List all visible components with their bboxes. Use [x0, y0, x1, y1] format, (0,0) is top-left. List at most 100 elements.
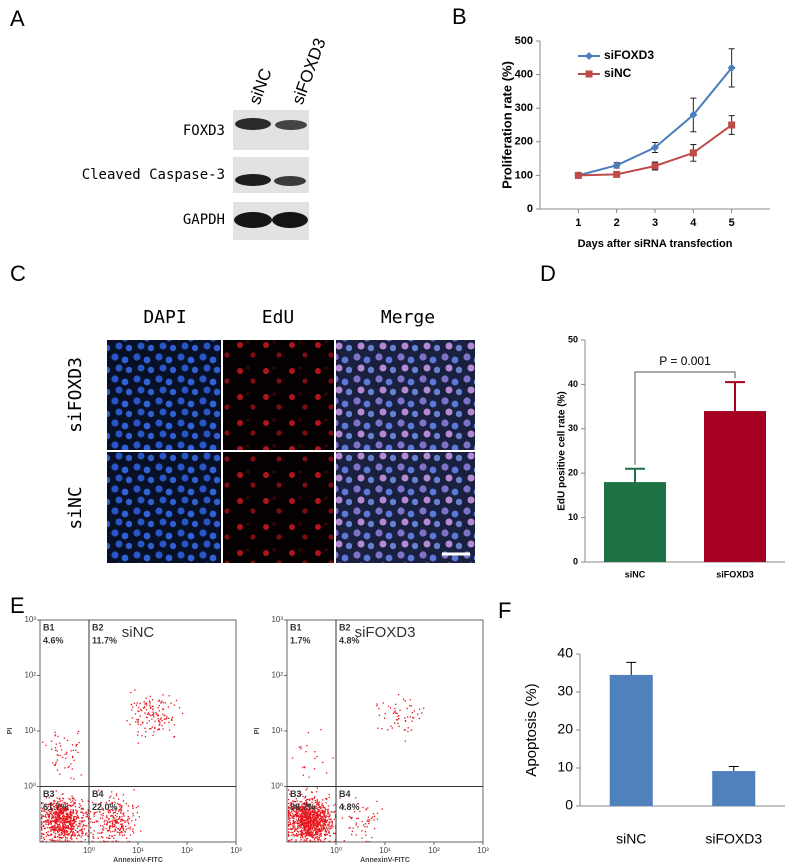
x-tick-label: 10³: [477, 846, 489, 855]
event-dot: [70, 763, 72, 765]
event-dot: [305, 838, 307, 840]
event-dot: [313, 821, 316, 823]
event-dot: [290, 803, 293, 805]
event-dot: [80, 811, 82, 813]
event-dot: [78, 822, 80, 825]
event-dot: [62, 818, 64, 820]
event-dot: [395, 719, 398, 721]
event-dot: [65, 806, 67, 808]
event-dot: [47, 805, 50, 808]
event-dot: [309, 821, 312, 824]
marker: [612, 161, 621, 170]
event-dot: [85, 815, 87, 818]
event-dot: [291, 807, 294, 809]
event-dot: [115, 794, 118, 797]
event-dot: [311, 828, 314, 830]
event-dot: [77, 835, 79, 837]
event-dot: [111, 802, 113, 805]
event-cloud: [40, 689, 184, 843]
event-dot: [305, 821, 308, 824]
event-dot: [293, 825, 296, 827]
event-dot: [139, 702, 141, 705]
event-dot: [298, 808, 300, 811]
event-dot: [51, 818, 53, 820]
event-dot: [324, 825, 326, 827]
event-dot: [40, 803, 43, 805]
event-dot: [61, 829, 63, 831]
event-dot: [116, 812, 119, 815]
event-dot: [99, 803, 101, 805]
event-dot: [292, 815, 295, 817]
event-dot: [65, 829, 67, 831]
event-dot: [287, 828, 290, 830]
event-dot: [321, 830, 323, 832]
event-dot: [69, 828, 71, 830]
event-dot: [51, 810, 54, 812]
event-dot: [306, 744, 308, 747]
event-dot: [293, 814, 295, 816]
event-dot: [311, 817, 313, 819]
event-dot: [137, 734, 139, 736]
event-dot: [136, 811, 138, 814]
event-dot: [305, 835, 307, 837]
event-dot: [59, 804, 62, 806]
event-dot: [61, 793, 63, 795]
event-dot: [296, 813, 298, 815]
event-dot: [397, 722, 399, 725]
event-dot: [329, 822, 331, 824]
event-dot: [143, 701, 145, 703]
event-dot: [312, 820, 314, 822]
event-dot: [356, 817, 358, 820]
y-tick-label: 400: [515, 69, 533, 81]
event-dot: [317, 811, 319, 813]
event-dot: [313, 797, 316, 799]
event-dot: [142, 722, 144, 724]
event-dot: [325, 820, 328, 822]
event-dot: [99, 825, 102, 827]
event-dot: [378, 714, 381, 716]
event-dot: [73, 816, 76, 818]
event-dot: [306, 807, 308, 810]
event-dot: [293, 815, 295, 818]
y-tick-label: 30: [557, 683, 573, 699]
event-dot: [301, 801, 303, 803]
event-dot: [393, 722, 396, 724]
event-dot: [57, 754, 59, 757]
event-dot: [53, 764, 56, 766]
event-dot: [293, 800, 296, 803]
event-dot: [42, 824, 45, 827]
event-dot: [67, 814, 69, 816]
event-dot: [317, 817, 319, 819]
event-dot: [109, 809, 112, 811]
event-dot: [71, 838, 73, 840]
event-dot: [109, 837, 111, 839]
event-dot: [305, 808, 307, 810]
event-dot: [50, 808, 52, 810]
event-dot: [173, 704, 176, 706]
event-dot: [59, 834, 61, 837]
event-dot: [315, 808, 317, 810]
event-dot: [307, 812, 309, 814]
event-dot: [55, 820, 57, 823]
event-dot: [111, 824, 113, 827]
event-dot: [44, 821, 47, 823]
event-dot: [120, 819, 122, 821]
column-header: DAPI: [143, 307, 186, 328]
event-dot: [40, 835, 43, 837]
blot-band: [272, 212, 308, 228]
event-dot: [319, 833, 321, 835]
event-dot: [299, 833, 301, 835]
event-dot: [372, 812, 375, 815]
event-dot: [71, 744, 74, 746]
event-dot: [102, 829, 105, 831]
event-dot: [68, 804, 70, 807]
event-dot: [108, 834, 111, 837]
event-dot: [121, 818, 123, 821]
event-dot: [81, 830, 83, 832]
event-dot: [72, 749, 74, 752]
event-dot: [82, 812, 84, 815]
event-dot: [146, 722, 148, 724]
y-tick-label: 500: [515, 35, 533, 47]
event-dot: [297, 811, 300, 813]
